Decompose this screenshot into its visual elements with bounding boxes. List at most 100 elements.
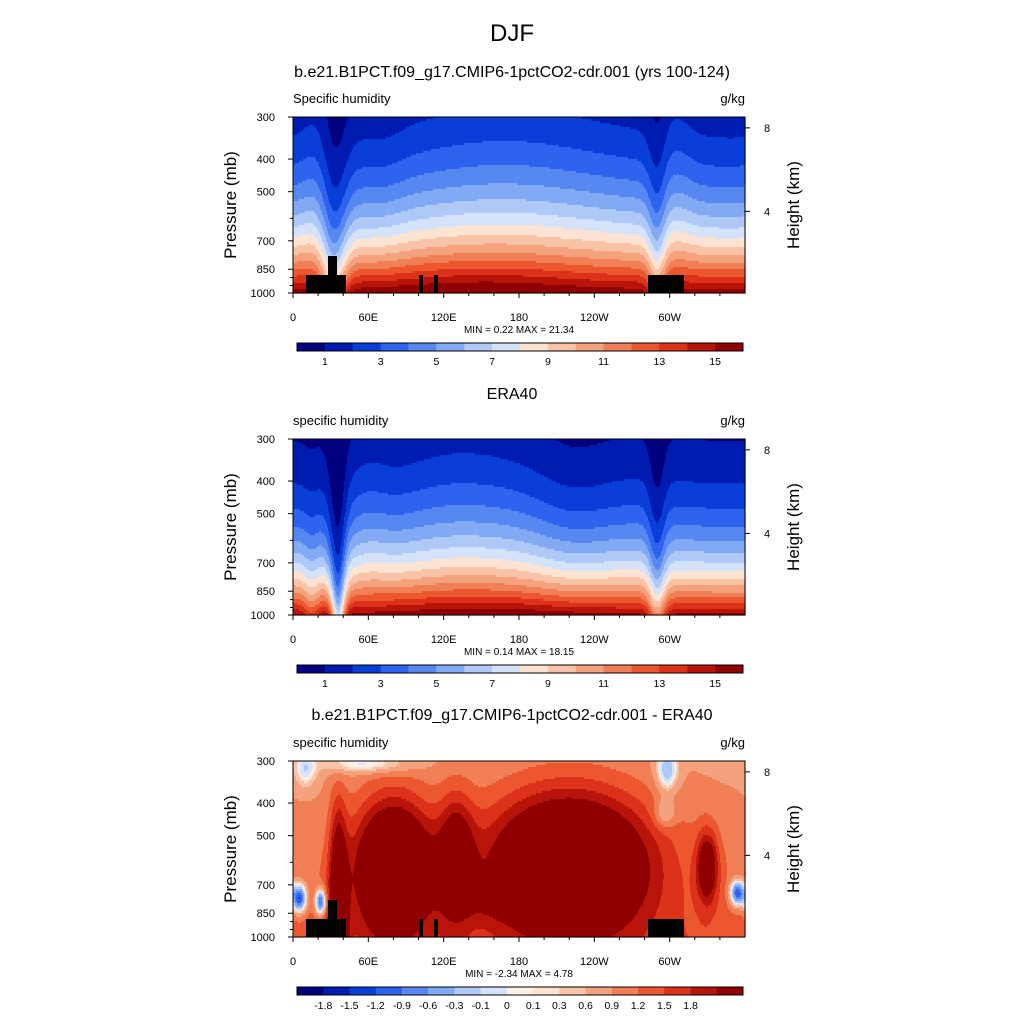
contour-cell	[358, 935, 376, 938]
contour-cell	[560, 583, 648, 586]
contour-cell	[361, 911, 433, 914]
contour-cell	[555, 777, 585, 780]
contour-cell	[679, 765, 746, 768]
contour-cell	[677, 769, 680, 772]
contour-cell	[666, 495, 746, 498]
contour-cell	[665, 553, 672, 556]
contour-cell	[343, 549, 346, 552]
contour-cell	[329, 549, 333, 552]
contour-cell	[662, 473, 746, 476]
contour-cell	[346, 613, 349, 616]
contour-cell	[722, 837, 746, 840]
contour-cell	[327, 525, 332, 528]
contour-cell	[647, 851, 661, 854]
contour-cell	[353, 265, 406, 268]
contour-cell	[324, 781, 337, 784]
contour-cell	[367, 811, 379, 814]
contour-cell	[315, 909, 317, 912]
contour-cell	[330, 573, 333, 576]
contour-cell	[690, 875, 697, 878]
contour-cell	[349, 215, 386, 218]
contour-cell	[640, 253, 649, 256]
contour-cell	[348, 289, 355, 292]
contour-cell	[331, 541, 335, 544]
contour-cell	[324, 893, 326, 896]
contour-cell	[666, 551, 675, 554]
contour-cell	[666, 267, 674, 270]
contour-cell	[640, 817, 652, 820]
contour-cell	[477, 199, 527, 202]
contour-cell	[293, 499, 327, 502]
contour-cell	[333, 595, 336, 598]
contour-cell	[668, 513, 746, 516]
contour-cell	[652, 185, 662, 188]
contour-cell	[669, 543, 746, 546]
contour-cell	[354, 601, 570, 604]
contour-cell	[294, 901, 296, 904]
contour-cell	[669, 213, 698, 216]
contour-cell	[739, 791, 746, 794]
contour-cell	[331, 603, 334, 606]
contour-cell	[689, 125, 746, 128]
contour-cell	[348, 217, 360, 220]
contour-cell	[378, 541, 410, 544]
contour-cell	[344, 589, 346, 592]
contour-cell	[532, 543, 646, 546]
contour-cell	[314, 767, 317, 770]
contour-cell	[635, 915, 656, 918]
contour-cell	[348, 577, 353, 580]
contour-cell	[487, 855, 649, 858]
contour-cell	[625, 817, 641, 820]
contour-cell	[348, 533, 356, 536]
contour-cell	[669, 565, 746, 568]
contour-cell	[332, 531, 344, 534]
contour-cell	[668, 447, 746, 450]
contour-cell	[322, 851, 329, 854]
contour-cell	[332, 207, 340, 210]
contour-cell	[300, 509, 329, 512]
contour-cell	[637, 913, 657, 916]
contour-cell	[742, 899, 745, 902]
contour-cell	[332, 139, 342, 142]
contour-cell	[652, 533, 663, 536]
contour-cell	[319, 793, 332, 796]
contour-cell	[717, 907, 729, 910]
contour-cell	[736, 897, 742, 900]
contour-cell	[656, 911, 685, 914]
contour-cell	[316, 777, 328, 780]
contour-cell	[582, 117, 654, 120]
contour-cell	[343, 595, 345, 598]
contour-cell	[344, 835, 351, 838]
contour-cell	[324, 231, 329, 234]
contour-cell	[319, 903, 323, 906]
contour-cell	[293, 893, 295, 896]
contour-cell	[341, 605, 343, 608]
contour-cell	[687, 775, 708, 778]
contour-cell	[293, 891, 297, 894]
contour-cell	[336, 599, 341, 602]
contour-cell	[649, 611, 653, 614]
contour-cell	[652, 547, 664, 550]
contour-cell	[650, 607, 653, 610]
contour-cell	[293, 237, 317, 240]
contour-cell	[473, 801, 498, 804]
contour-cell	[644, 843, 658, 846]
contour-cell	[341, 221, 347, 224]
contour-cell	[316, 909, 318, 912]
contour-cell	[320, 869, 327, 872]
contour-cell	[474, 837, 498, 840]
contour-cell	[334, 839, 346, 842]
colorbar-label: 3	[378, 678, 384, 690]
contour-cell	[327, 117, 349, 120]
contour-cell	[554, 549, 649, 552]
contour-cell	[327, 571, 331, 574]
contour-cell	[333, 505, 343, 508]
contour-cell	[350, 199, 396, 202]
contour-cell	[666, 561, 675, 564]
contour-cell	[325, 589, 330, 592]
contour-cell	[304, 529, 329, 532]
contour-cell	[480, 807, 488, 810]
contour-cell	[410, 125, 621, 128]
contour-cell	[573, 271, 646, 274]
contour-cell	[386, 763, 400, 766]
